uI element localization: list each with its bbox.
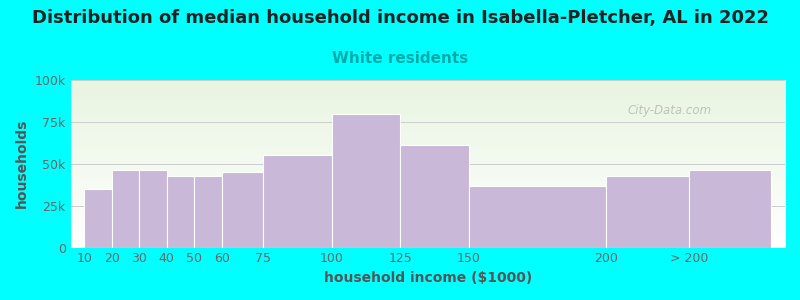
Bar xyxy=(222,172,263,248)
X-axis label: household income ($1000): household income ($1000) xyxy=(324,271,532,285)
Bar xyxy=(263,155,331,248)
Bar xyxy=(331,113,400,248)
Y-axis label: households: households xyxy=(15,119,29,208)
Text: City-Data.com: City-Data.com xyxy=(628,104,712,117)
Bar xyxy=(112,170,139,248)
Bar xyxy=(689,170,771,248)
Bar xyxy=(469,186,606,247)
Bar xyxy=(139,170,166,248)
Text: White residents: White residents xyxy=(332,51,468,66)
Bar xyxy=(606,176,744,248)
Bar xyxy=(400,146,469,248)
Bar xyxy=(194,176,222,248)
Bar xyxy=(166,176,194,248)
Bar xyxy=(84,189,112,248)
Text: Distribution of median household income in Isabella-Pletcher, AL in 2022: Distribution of median household income … xyxy=(31,9,769,27)
